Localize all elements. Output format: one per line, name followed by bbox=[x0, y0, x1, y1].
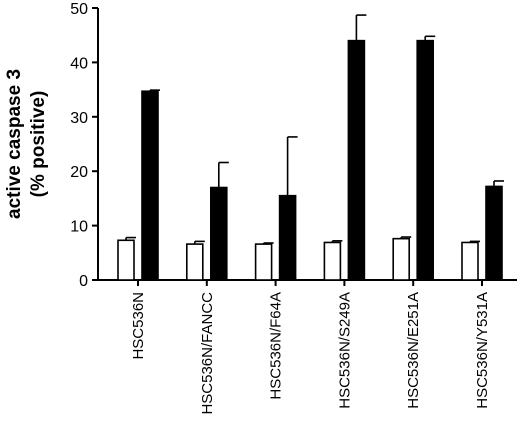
open-bar-1 bbox=[117, 239, 135, 281]
open-bar-6 bbox=[461, 241, 479, 281]
x-tick-label: HSC536N/E251A bbox=[405, 292, 422, 409]
y-tick-label: 30 bbox=[70, 110, 88, 127]
bars bbox=[117, 39, 503, 281]
solid-bar-3 bbox=[278, 194, 297, 281]
x-tick-label: HSC536N/FANCC bbox=[199, 292, 216, 415]
solid-bar-5 bbox=[416, 39, 435, 281]
y-tick-label: 0 bbox=[79, 273, 88, 290]
open-bar-5 bbox=[392, 237, 411, 281]
x-tick-label: HSC536N/S249A bbox=[336, 292, 353, 409]
solid-bar-4 bbox=[347, 39, 366, 281]
y-tick-label: 40 bbox=[70, 55, 88, 72]
y-axis-title: active caspase 3 (% positive) bbox=[4, 69, 49, 219]
y-tick-label: 10 bbox=[70, 219, 88, 236]
open-bar-3 bbox=[254, 243, 273, 281]
solid-bar-6 bbox=[485, 185, 503, 281]
y-ticks: 0 10 20 30 40 50 bbox=[70, 1, 98, 290]
x-tick-label: HSC536N bbox=[130, 292, 147, 360]
x-tick-label: HSC536N/F64A bbox=[268, 292, 285, 400]
solid-bar-1 bbox=[141, 90, 159, 281]
y-axis-title-line-2: (% positive) bbox=[28, 91, 49, 198]
x-tick-label: HSC536N/Y531A bbox=[474, 292, 491, 409]
open-bar-4 bbox=[323, 241, 342, 281]
x-tick-labels: HSC536N HSC536N/FANCC HSC536N/F64A HSC536N/… bbox=[130, 292, 491, 415]
solid-bar-2 bbox=[210, 186, 228, 281]
y-tick-label: 50 bbox=[70, 1, 88, 18]
error-bars bbox=[125, 14, 504, 245]
y-tick-label: 20 bbox=[70, 164, 88, 181]
y-axis-title-line-1: active caspase 3 bbox=[4, 69, 25, 219]
axes bbox=[97, 8, 517, 286]
open-bar-2 bbox=[186, 243, 204, 281]
